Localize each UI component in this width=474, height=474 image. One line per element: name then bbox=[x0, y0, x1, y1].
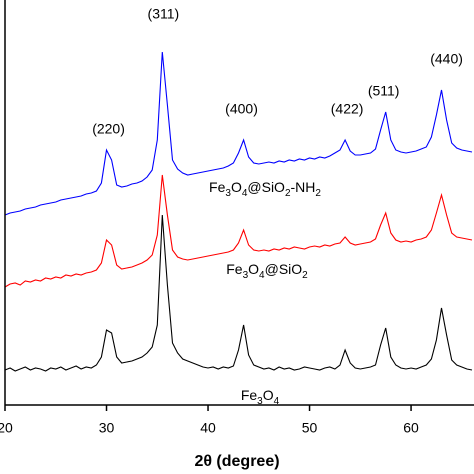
peak-label: (400) bbox=[225, 101, 258, 117]
x-axis-title: 2θ (degree) bbox=[194, 453, 279, 470]
x-tick-label: 60 bbox=[403, 420, 419, 436]
peak-label: (220) bbox=[92, 121, 125, 137]
x-tick-label: 30 bbox=[99, 420, 115, 436]
series-label: Fe3O4@SiO2 bbox=[226, 261, 308, 281]
peak-label: (440) bbox=[430, 51, 463, 67]
peak-label: (422) bbox=[331, 101, 364, 117]
series-label: Fe3O4@SiO2-NH2 bbox=[209, 179, 321, 199]
peak-label: (311) bbox=[148, 6, 180, 22]
series-line bbox=[4, 214, 473, 372]
x-tick-label: 50 bbox=[302, 420, 318, 436]
peak-label: (511) bbox=[368, 83, 400, 99]
series-label: Fe3O4 bbox=[241, 387, 280, 407]
x-tick-label: 40 bbox=[200, 420, 216, 436]
series-line bbox=[4, 174, 473, 288]
series-line bbox=[4, 51, 473, 216]
x-tick-label: 20 bbox=[0, 420, 13, 436]
